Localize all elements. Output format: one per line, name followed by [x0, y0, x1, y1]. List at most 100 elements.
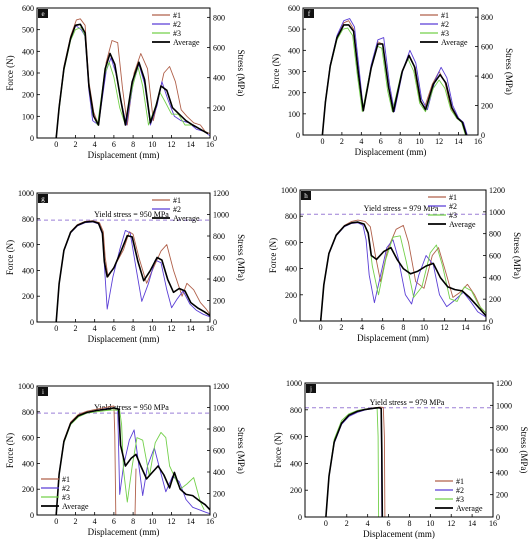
y-tick-label: 800 [22, 408, 34, 417]
x-tick-label: 10 [148, 140, 156, 149]
x-axis-label: Displacement (mm) [88, 150, 160, 160]
series-line-average [55, 23, 209, 139]
legend-label: #2 [62, 484, 70, 493]
y2-tick-label: 1200 [496, 379, 512, 388]
legend-label: Average [449, 220, 476, 229]
x-tick-label: 14 [461, 323, 469, 332]
y-tick-label: 1000 [281, 186, 297, 195]
x-tick-label: 16 [206, 140, 214, 149]
y-tick-label: 600 [22, 241, 34, 250]
y-tick-label: 500 [288, 25, 300, 34]
x-tick-label: 10 [148, 517, 156, 526]
y-tick-label: 600 [22, 434, 34, 443]
panel-tag-box [301, 191, 311, 200]
y2-axis-label: Stress (MPa) [236, 234, 246, 281]
x-tick-label: 2 [73, 517, 77, 526]
x-tick-label: 8 [131, 517, 135, 526]
y-tick-label: 1000 [18, 189, 34, 198]
y-tick-label: 100 [22, 112, 34, 121]
panel-tag: g [41, 195, 45, 203]
x-tick-label: 0 [320, 137, 324, 146]
y-axis-label: Force (N) [268, 238, 278, 273]
x-tick-label: 6 [112, 517, 116, 526]
y-tick-label: 400 [22, 266, 34, 275]
series-line-average [55, 220, 211, 323]
y-tick-label: 200 [22, 485, 34, 494]
y-axis-label: Force (N) [273, 432, 283, 467]
x-tick-label: 0 [319, 323, 323, 332]
x-tick-label: 12 [435, 137, 443, 146]
x-axis-label: Displacement (mm) [363, 529, 435, 539]
series-line-sample-3 [55, 409, 205, 516]
x-axis-label: Displacement (mm) [88, 527, 160, 537]
y-tick-label: 400 [290, 459, 302, 468]
y-tick-label: 100 [288, 110, 300, 119]
y-tick-label: 400 [22, 459, 34, 468]
y2-tick-label: 600 [489, 252, 501, 261]
series-line-sample-3 [320, 221, 487, 322]
y2-tick-label: 800 [489, 230, 501, 239]
x-axis-label: Displacement (mm) [355, 147, 427, 157]
series-line-sample-3 [321, 27, 466, 136]
series-line-sample-3 [55, 27, 209, 139]
legend-label: Average [62, 502, 89, 511]
y2-tick-label: 0 [213, 318, 217, 327]
y2-tick-label: 0 [496, 513, 500, 522]
y-tick-label: 600 [22, 4, 34, 13]
x-tick-label: 2 [73, 324, 77, 333]
y2-tick-label: 800 [213, 13, 225, 22]
x-tick-label: 0 [54, 324, 58, 333]
y-tick-label: 500 [22, 26, 34, 35]
x-tick-label: 6 [112, 324, 116, 333]
legend-label: #1 [173, 196, 181, 205]
y2-tick-label: 200 [496, 491, 508, 500]
y2-axis-label: Stress (MPa) [512, 232, 522, 279]
y2-tick-label: 1000 [213, 404, 229, 413]
panel-tag-box [306, 384, 316, 393]
legend-label: Average [173, 214, 200, 223]
y2-tick-label: 1000 [213, 211, 229, 220]
panel-tag: h [304, 192, 308, 200]
legend-label: #3 [456, 495, 464, 504]
y-axis-label: Force (N) [5, 433, 15, 468]
y2-tick-label: 600 [496, 446, 508, 455]
y2-axis-label: Stress (MPa) [236, 427, 246, 474]
y-tick-label: 0 [298, 513, 302, 522]
legend-label: #1 [456, 477, 464, 486]
x-tick-label: 6 [381, 323, 385, 332]
series-line-average [325, 406, 384, 518]
yield-annotation: Yield stress = 979 MPa [364, 204, 439, 213]
y2-tick-label: 0 [489, 317, 493, 326]
panel-tag: f [308, 10, 311, 18]
y2-tick-label: 200 [213, 104, 225, 113]
y-axis-label: Force (N) [5, 55, 15, 90]
y-tick-label: 0 [30, 511, 34, 520]
x-tick-label: 12 [447, 519, 455, 528]
x-tick-label: 10 [420, 323, 428, 332]
panel-tag: e [41, 10, 44, 18]
y-tick-label: 200 [285, 291, 297, 300]
x-axis-label: Displacement (mm) [357, 333, 429, 343]
x-tick-label: 8 [131, 140, 135, 149]
y-tick-label: 800 [290, 406, 302, 415]
x-tick-label: 4 [366, 519, 370, 528]
series-line-sample-1 [55, 220, 211, 323]
y2-tick-label: 1200 [213, 382, 229, 391]
y-tick-label: 300 [22, 69, 34, 78]
y2-tick-label: 200 [489, 295, 501, 304]
y2-tick-label: 400 [213, 468, 225, 477]
x-tick-label: 16 [206, 517, 214, 526]
series-line-average [319, 221, 487, 322]
x-tick-label: 12 [168, 140, 176, 149]
x-tick-label: 0 [54, 140, 58, 149]
yield-annotation: Yield stress = 950 MPa [94, 210, 169, 219]
y2-tick-label: 200 [213, 490, 225, 499]
x-tick-label: 14 [468, 519, 476, 528]
y2-tick-label: 0 [481, 131, 485, 140]
series-line-sample-2 [55, 221, 211, 323]
y-axis-label: Force (N) [5, 240, 15, 275]
